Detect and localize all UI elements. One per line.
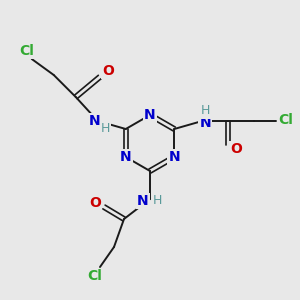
- Text: O: O: [230, 142, 242, 156]
- Text: H: H: [152, 194, 162, 208]
- Text: H: H: [101, 122, 110, 134]
- Text: N: N: [120, 150, 132, 164]
- Text: Cl: Cl: [88, 269, 102, 283]
- Text: N: N: [89, 114, 100, 128]
- Text: H: H: [201, 104, 210, 118]
- Text: N: N: [168, 150, 180, 164]
- Text: Cl: Cl: [19, 44, 34, 58]
- Text: Cl: Cl: [278, 113, 293, 127]
- Text: O: O: [102, 64, 114, 78]
- Text: N: N: [200, 116, 211, 130]
- Text: O: O: [89, 196, 101, 210]
- Text: N: N: [144, 108, 156, 122]
- Text: N: N: [137, 194, 149, 208]
